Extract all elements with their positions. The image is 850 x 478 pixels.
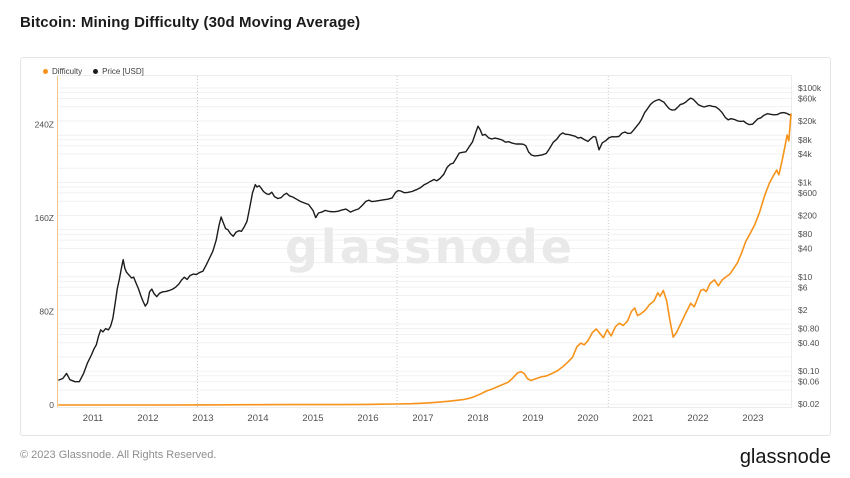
x-axis-tick-label: 2016	[357, 413, 378, 424]
watermark: glassnode	[285, 220, 575, 274]
left-axis-tick-label: 0	[49, 400, 54, 410]
x-axis-tick-label: 2019	[522, 413, 543, 424]
x-axis-tick-label: 2023	[742, 413, 763, 424]
legend-item-price[interactable]: Price [USD]	[93, 67, 144, 76]
difficulty-line	[58, 113, 792, 406]
page-title: Bitcoin: Mining Difficulty (30d Moving A…	[20, 14, 361, 31]
right-axis-tick-label: $0.02	[798, 399, 820, 409]
x-axis-tick-label: 2018	[467, 413, 488, 424]
x-axis-tick-label: 2013	[192, 413, 213, 424]
left-axis-tick-label: 160Z	[35, 213, 54, 223]
left-axis-tick-label: 80Z	[39, 307, 54, 317]
x-axis-tick-label: 2014	[247, 413, 268, 424]
price-line	[58, 97, 792, 383]
x-axis-tick-label: 2021	[632, 413, 653, 424]
price-series-marker	[93, 69, 99, 74]
right-axis-tick-label: $200	[798, 210, 817, 220]
right-axis-tick-label: $40	[798, 243, 812, 253]
right-axis-tick-label: $4k	[798, 149, 812, 159]
right-axis-tick-label: $600	[798, 188, 817, 198]
difficulty-series-marker	[43, 69, 48, 74]
right-axis-tick-label: $10	[798, 272, 812, 282]
right-axis-tick-label: $8k	[798, 135, 812, 145]
price-gridlines	[58, 87, 791, 405]
chart-card: glassnode 0 80Z 160Z 240Z $100k $60k $20k $8k $4k…	[20, 57, 831, 436]
legend-label-difficulty: Difficulty	[52, 67, 83, 76]
left-axis-tick-label: 240Z	[35, 120, 54, 130]
right-axis-tick-label: $0.40	[798, 338, 820, 348]
glassnode-logo: glassnode	[739, 446, 831, 468]
x-axis-tick-label: 2011	[83, 413, 103, 424]
x-axis-tick-label: 2020	[577, 413, 598, 424]
x-axis-tick-label: 2022	[687, 413, 708, 424]
right-axis-tick-label: $0.10	[798, 366, 820, 376]
right-axis-tick-label: $60k	[798, 94, 817, 104]
right-axis-tick-label: $80	[798, 229, 812, 239]
right-axis-tick-label: $2	[798, 305, 808, 315]
x-axis-tick-label: 2015	[302, 413, 323, 424]
right-axis-tick-label: $0.06	[798, 377, 820, 387]
right-axis-tick-label: $6	[798, 282, 808, 292]
x-axis-tick-label: 2017	[412, 413, 433, 424]
right-axis-tick-label: $20k	[798, 116, 817, 126]
chart-legend: Difficulty Price [USD]	[43, 67, 144, 76]
legend-item-difficulty[interactable]: Difficulty	[43, 67, 82, 76]
right-axis-tick-label: $0.80	[798, 324, 820, 334]
right-axis-tick-label: $100k	[798, 83, 822, 93]
right-axis-tick-label: $1k	[798, 177, 812, 187]
x-axis-tick-label: 2012	[137, 413, 158, 424]
copyright-text: © 2023 Glassnode. All Rights Reserved.	[20, 449, 217, 461]
legend-label-price: Price [USD]	[102, 67, 144, 76]
chart-svg: glassnode 0 80Z 160Z 240Z $100k$60k $20k $8k $4k…	[35, 75, 822, 424]
